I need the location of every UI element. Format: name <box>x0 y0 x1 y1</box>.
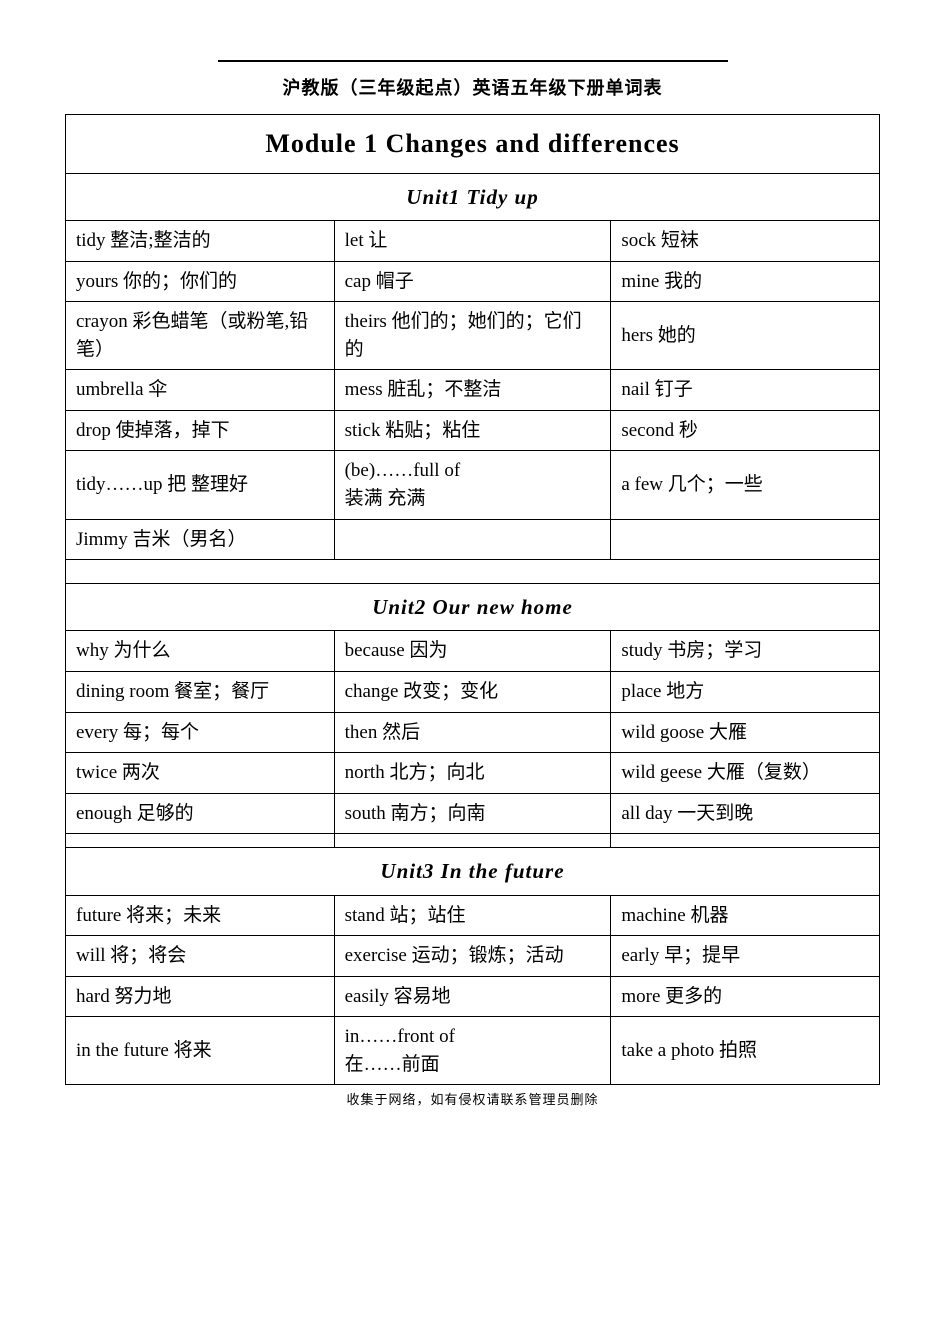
vocab-cell: stick 粘贴；粘住 <box>334 410 611 451</box>
vocab-cell: machine 机器 <box>611 895 880 936</box>
vocab-cell: mine 我的 <box>611 261 880 302</box>
vocab-cell: sock 短袜 <box>611 221 880 262</box>
vocab-cell: all day 一天到晚 <box>611 793 880 834</box>
table-row: will 将；将会 exercise 运动；锻炼；活动 early 早；提早 <box>66 936 880 977</box>
vocab-cell: easily 容易地 <box>334 976 611 1017</box>
table-row: tidy……up 把 整理好 (be)……full of装满 充满 a few … <box>66 451 880 519</box>
module-header-cell: Module 1 Changes and differences <box>66 115 880 174</box>
vocab-cell: let 让 <box>334 221 611 262</box>
vocab-cell: more 更多的 <box>611 976 880 1017</box>
table-row: hard 努力地 easily 容易地 more 更多的 <box>66 976 880 1017</box>
vocab-cell <box>611 519 880 560</box>
table-row: twice 两次 north 北方；向北 wild geese 大雁（复数） <box>66 753 880 794</box>
vocab-cell: (be)……full of装满 充满 <box>334 451 611 519</box>
vocab-cell: dining room 餐室；餐厅 <box>66 672 335 713</box>
table-row: future 将来；未来 stand 站；站住 machine 机器 <box>66 895 880 936</box>
vocab-cell: yours 你的；你们的 <box>66 261 335 302</box>
vocab-cell: tidy 整洁;整洁的 <box>66 221 335 262</box>
vocab-cell: umbrella 伞 <box>66 370 335 411</box>
vocab-cell: in……front of在……前面 <box>334 1017 611 1085</box>
table-row: umbrella 伞 mess 脏乱；不整洁 nail 钉子 <box>66 370 880 411</box>
vocab-cell: hers 她的 <box>611 302 880 370</box>
vocab-cell: every 每；每个 <box>66 712 335 753</box>
vocab-cell: study 书房；学习 <box>611 631 880 672</box>
table-row: every 每；每个 then 然后 wild goose 大雁 <box>66 712 880 753</box>
vocab-cell <box>334 519 611 560</box>
table-row: tidy 整洁;整洁的 let 让 sock 短袜 <box>66 221 880 262</box>
footer-note: 收集于网络，如有侵权请联系管理员删除 <box>65 1089 880 1108</box>
vocab-cell: a few 几个；一些 <box>611 451 880 519</box>
spacer-cell <box>611 834 880 848</box>
vocab-cell: cap 帽子 <box>334 261 611 302</box>
table-row: in the future 将来 in……front of在……前面 take … <box>66 1017 880 1085</box>
spacer-cell <box>66 560 880 584</box>
unit2-header: Unit2 Our new home <box>66 584 880 631</box>
page-title: 沪教版（三年级起点）英语五年级下册单词表 <box>65 74 880 100</box>
vocab-cell: stand 站；站住 <box>334 895 611 936</box>
vocab-cell: crayon 彩色蜡笔（或粉笔,铅笔） <box>66 302 335 370</box>
spacer-row <box>66 834 880 848</box>
vocab-cell: south 南方；向南 <box>334 793 611 834</box>
vocab-cell: enough 足够的 <box>66 793 335 834</box>
vocab-cell: take a photo 拍照 <box>611 1017 880 1085</box>
vocab-cell: exercise 运动；锻炼；活动 <box>334 936 611 977</box>
vocab-cell: wild geese 大雁（复数） <box>611 753 880 794</box>
vocab-cell: why 为什么 <box>66 631 335 672</box>
spacer-cell <box>66 834 335 848</box>
vocab-cell: early 早；提早 <box>611 936 880 977</box>
vocab-cell: Jimmy 吉米（男名） <box>66 519 335 560</box>
vocab-cell: place 地方 <box>611 672 880 713</box>
unit3-header: Unit3 In the future <box>66 848 880 895</box>
vocab-cell: twice 两次 <box>66 753 335 794</box>
table-row: enough 足够的 south 南方；向南 all day 一天到晚 <box>66 793 880 834</box>
unit-header-row: Unit2 Our new home <box>66 584 880 631</box>
unit1-header: Unit1 Tidy up <box>66 173 880 220</box>
table-row: drop 使掉落，掉下 stick 粘贴；粘住 second 秒 <box>66 410 880 451</box>
table-row: yours 你的；你们的 cap 帽子 mine 我的 <box>66 261 880 302</box>
table-row: crayon 彩色蜡笔（或粉笔,铅笔） theirs 他们的；她们的；它们的 h… <box>66 302 880 370</box>
unit-header-row: Unit3 In the future <box>66 848 880 895</box>
vocab-cell: tidy……up 把 整理好 <box>66 451 335 519</box>
vocab-cell: mess 脏乱；不整洁 <box>334 370 611 411</box>
vocab-cell: then 然后 <box>334 712 611 753</box>
module-header-row: Module 1 Changes and differences <box>66 115 880 174</box>
vocab-cell: will 将；将会 <box>66 936 335 977</box>
vocab-cell: theirs 他们的；她们的；它们的 <box>334 302 611 370</box>
vocab-cell: because 因为 <box>334 631 611 672</box>
unit-header-row: Unit1 Tidy up <box>66 173 880 220</box>
vocab-cell: in the future 将来 <box>66 1017 335 1085</box>
spacer-cell <box>334 834 611 848</box>
table-row: Jimmy 吉米（男名） <box>66 519 880 560</box>
vocab-cell: second 秒 <box>611 410 880 451</box>
table-row: dining room 餐室；餐厅 change 改变；变化 place 地方 <box>66 672 880 713</box>
vocab-cell: change 改变；变化 <box>334 672 611 713</box>
vocab-cell: drop 使掉落，掉下 <box>66 410 335 451</box>
vocab-cell: wild goose 大雁 <box>611 712 880 753</box>
vocab-cell: nail 钉子 <box>611 370 880 411</box>
vocab-cell: north 北方；向北 <box>334 753 611 794</box>
top-horizontal-rule <box>218 60 728 62</box>
vocab-cell: future 将来；未来 <box>66 895 335 936</box>
vocab-cell: hard 努力地 <box>66 976 335 1017</box>
spacer-row <box>66 560 880 584</box>
vocabulary-table: Module 1 Changes and differences Unit1 T… <box>65 114 880 1085</box>
table-row: why 为什么 because 因为 study 书房；学习 <box>66 631 880 672</box>
